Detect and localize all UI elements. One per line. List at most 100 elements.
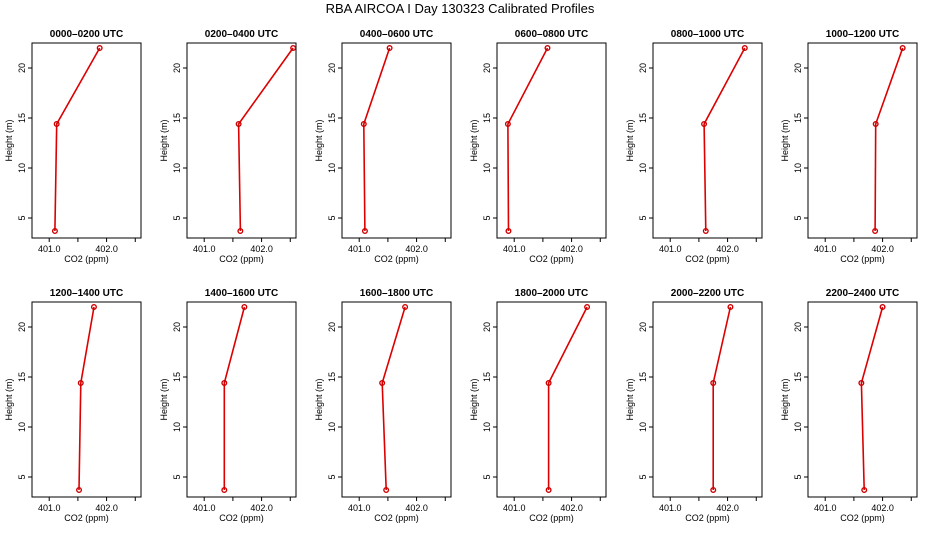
profile-point xyxy=(584,304,591,311)
profile-point xyxy=(858,380,865,387)
x-axis-label: CO2 (ppm) xyxy=(840,513,885,523)
profile-point xyxy=(383,487,390,494)
y-tick-label: 5 xyxy=(638,474,648,479)
profile-point xyxy=(741,45,748,52)
y-axis-label: Height (m) xyxy=(780,378,790,420)
profile-point xyxy=(727,304,734,311)
x-tick-label: 401.0 xyxy=(193,244,216,254)
y-tick-label: 10 xyxy=(482,422,492,432)
profile-point xyxy=(76,487,83,494)
x-axis-label: CO2 (ppm) xyxy=(219,254,264,264)
x-tick-label: 401.0 xyxy=(38,503,61,513)
y-tick-label: 20 xyxy=(17,63,27,73)
y-tick-label: 5 xyxy=(793,474,803,479)
profile-point xyxy=(237,227,244,234)
y-tick-label: 20 xyxy=(482,63,492,73)
x-tick-label: 401.0 xyxy=(659,244,682,254)
y-axis-label: Height (m) xyxy=(625,378,635,420)
y-tick-label: 5 xyxy=(327,215,337,220)
y-tick-label: 15 xyxy=(793,113,803,123)
y-tick-label: 5 xyxy=(17,474,27,479)
x-tick-label: 402.0 xyxy=(871,503,894,513)
y-axis-label: Height (m) xyxy=(159,119,169,161)
y-tick-label: 20 xyxy=(172,63,182,73)
profile-point xyxy=(545,380,552,387)
x-tick-label: 402.0 xyxy=(95,503,118,513)
y-tick-label: 10 xyxy=(793,422,803,432)
profile-point xyxy=(96,45,103,52)
profile-line xyxy=(547,306,588,490)
plot-frame xyxy=(31,42,142,239)
plot-frame xyxy=(652,301,763,498)
x-tick-label: 401.0 xyxy=(348,503,371,513)
y-tick-label: 20 xyxy=(17,322,27,332)
profile-point xyxy=(53,120,60,127)
panel-title: 1800–2000 UTC xyxy=(515,288,588,299)
profile-line xyxy=(54,47,101,232)
x-tick-label: 401.0 xyxy=(503,244,526,254)
x-axis-label: CO2 (ppm) xyxy=(374,254,419,264)
y-tick-label: 20 xyxy=(327,322,337,332)
profile-point xyxy=(872,227,879,234)
profile-point xyxy=(504,120,511,127)
y-tick-label: 10 xyxy=(327,163,337,173)
profile-point xyxy=(710,380,717,387)
y-axis-label: Height (m) xyxy=(780,119,790,161)
y-tick-label: 15 xyxy=(327,113,337,123)
panel-title: 2000–2200 UTC xyxy=(671,288,744,299)
profile-point xyxy=(544,45,551,52)
x-tick-label: 402.0 xyxy=(405,244,428,254)
plot-frame xyxy=(186,42,297,239)
profile-line xyxy=(860,306,884,491)
x-axis-label: CO2 (ppm) xyxy=(529,513,574,523)
y-tick-label: 15 xyxy=(172,113,182,123)
x-tick-label: 401.0 xyxy=(659,503,682,513)
profile-point xyxy=(360,120,367,127)
x-tick-label: 401.0 xyxy=(814,503,837,513)
x-tick-label: 402.0 xyxy=(716,503,739,513)
x-tick-label: 402.0 xyxy=(716,244,739,254)
y-tick-label: 20 xyxy=(793,322,803,332)
x-tick-label: 401.0 xyxy=(38,244,61,254)
profile-point xyxy=(361,227,368,234)
y-tick-label: 15 xyxy=(17,372,27,382)
profile-point xyxy=(51,227,58,234)
x-axis-label: CO2 (ppm) xyxy=(219,513,264,523)
profile-point xyxy=(710,487,717,494)
profile-point xyxy=(505,227,512,234)
panel-title: 1000–1200 UTC xyxy=(826,29,899,40)
panel-title: 0600–0800 UTC xyxy=(515,29,588,40)
x-tick-label: 402.0 xyxy=(95,244,118,254)
y-tick-label: 10 xyxy=(482,163,492,173)
plot-frame xyxy=(186,301,297,498)
y-tick-label: 20 xyxy=(172,322,182,332)
y-tick-label: 5 xyxy=(17,215,27,220)
profile-point xyxy=(545,487,552,494)
x-axis-label: CO2 (ppm) xyxy=(529,254,574,264)
profile-point xyxy=(702,227,709,234)
y-tick-label: 15 xyxy=(172,372,182,382)
y-tick-label: 20 xyxy=(638,63,648,73)
y-tick-label: 5 xyxy=(327,474,337,479)
profile-point xyxy=(221,380,228,387)
y-axis-label: Height (m) xyxy=(4,378,14,420)
y-tick-label: 5 xyxy=(172,474,182,479)
y-tick-label: 15 xyxy=(482,113,492,123)
profile-line xyxy=(362,47,391,232)
y-tick-label: 10 xyxy=(793,163,803,173)
y-tick-label: 10 xyxy=(172,163,182,173)
profile-line xyxy=(712,306,732,490)
profile-point xyxy=(90,304,97,311)
y-tick-label: 10 xyxy=(172,422,182,432)
y-tick-label: 15 xyxy=(793,372,803,382)
y-tick-label: 10 xyxy=(638,163,648,173)
y-tick-label: 20 xyxy=(327,63,337,73)
plot-frame xyxy=(341,42,452,239)
profile-point xyxy=(379,380,386,387)
x-tick-label: 401.0 xyxy=(503,503,526,513)
x-tick-label: 402.0 xyxy=(560,503,583,513)
